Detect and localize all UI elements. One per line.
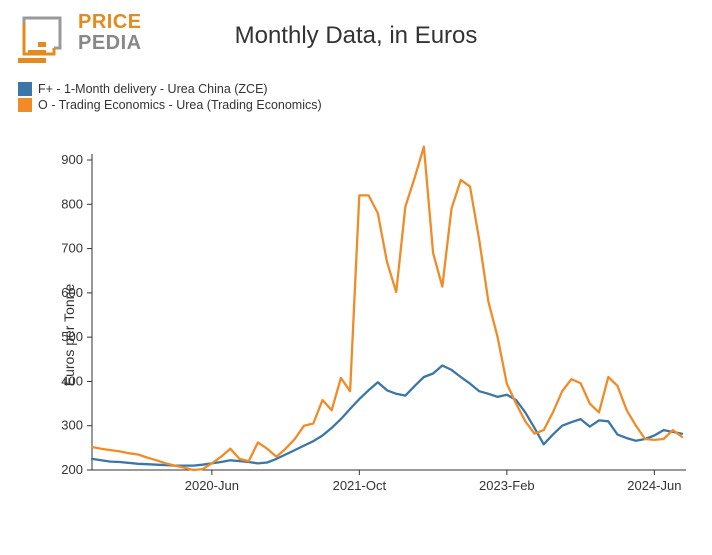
legend-swatch-blue — [18, 82, 32, 96]
legend-label-orange: O - Trading Economics - Urea (Trading Ec… — [38, 98, 322, 112]
legend-item-blue: F+ - 1-Month delivery - Urea China (ZCE) — [18, 82, 322, 96]
svg-text:700: 700 — [61, 241, 83, 256]
chart-area: Euros per Tonne 200300400500600700800900… — [0, 130, 712, 540]
legend-swatch-orange — [18, 98, 32, 112]
chart-legend: F+ - 1-Month delivery - Urea China (ZCE)… — [18, 82, 322, 114]
svg-text:300: 300 — [61, 418, 83, 433]
svg-text:2024-Jun: 2024-Jun — [627, 478, 681, 493]
line-chart-svg: 2003004005006007008009002020-Jun2021-Oct… — [0, 130, 712, 540]
svg-text:2021-Oct: 2021-Oct — [333, 478, 387, 493]
svg-text:2023-Feb: 2023-Feb — [479, 478, 535, 493]
svg-text:200: 200 — [61, 462, 83, 477]
svg-text:2020-Jun: 2020-Jun — [185, 478, 239, 493]
svg-text:800: 800 — [61, 196, 83, 211]
y-axis-label: Euros per Tonne — [61, 284, 77, 386]
chart-title: Monthly Data, in Euros — [0, 22, 712, 50]
legend-label-blue: F+ - 1-Month delivery - Urea China (ZCE) — [38, 82, 268, 96]
svg-text:900: 900 — [61, 152, 83, 167]
legend-item-orange: O - Trading Economics - Urea (Trading Ec… — [18, 98, 322, 112]
